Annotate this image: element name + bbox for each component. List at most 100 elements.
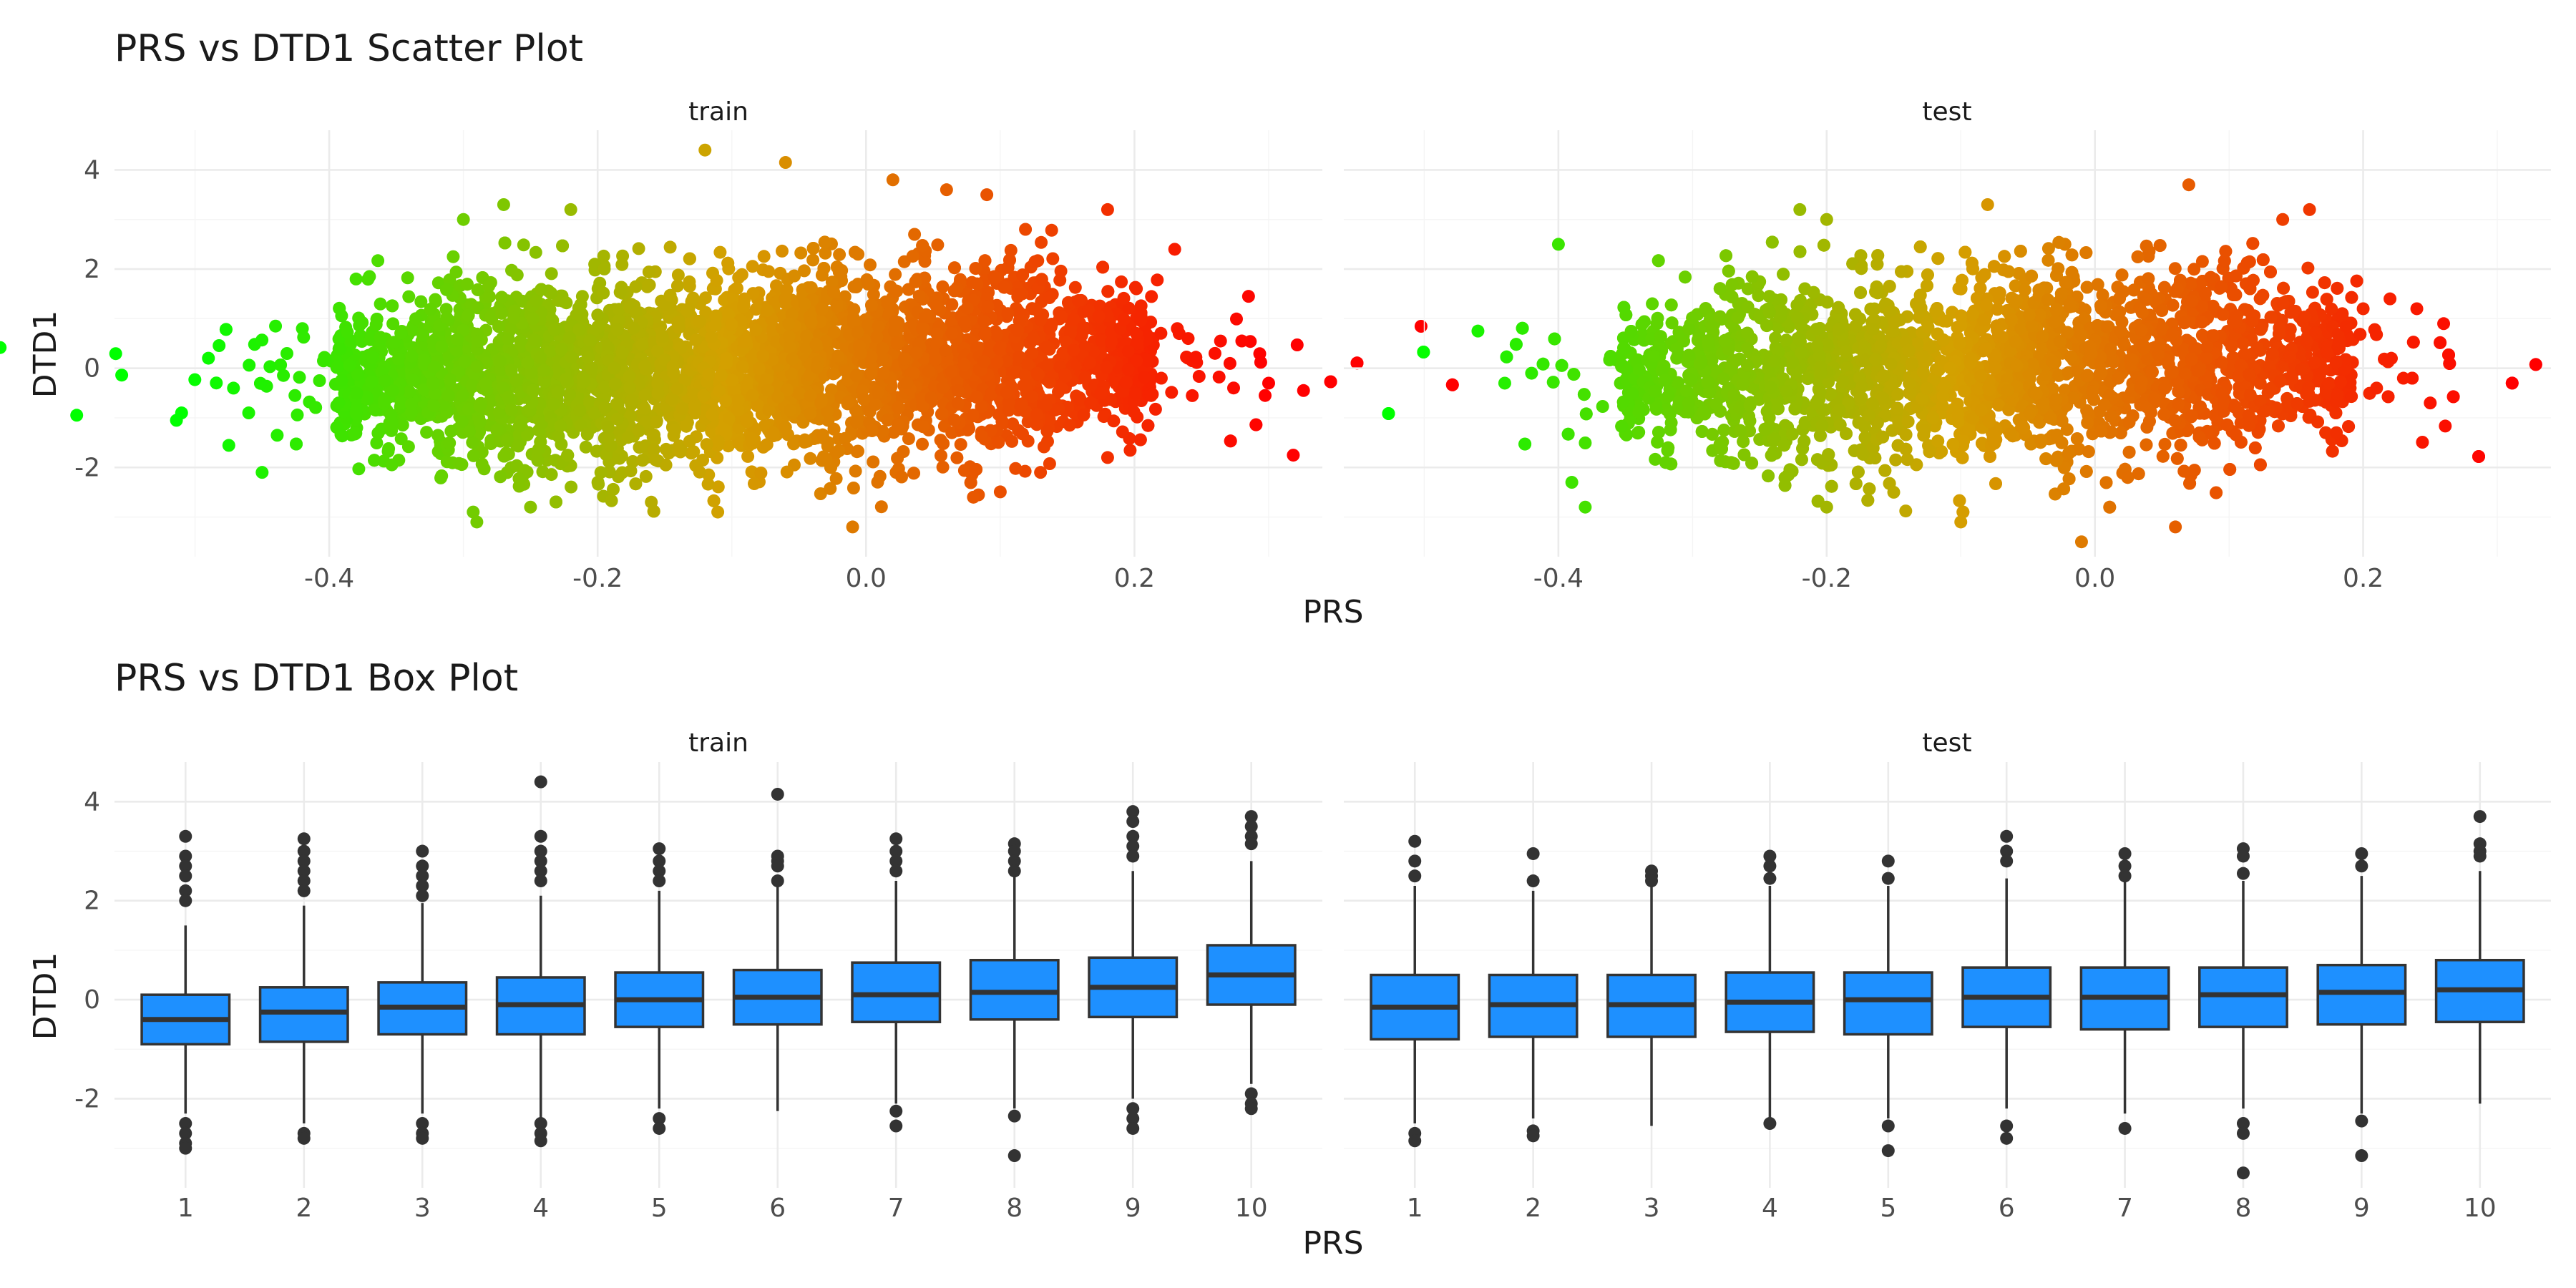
scatter-point xyxy=(528,333,542,347)
scatter-point xyxy=(213,339,226,352)
scatter-point xyxy=(824,482,837,495)
scatter-point xyxy=(594,466,608,479)
scatter-point xyxy=(572,301,585,315)
scatter-point xyxy=(730,281,743,295)
scatter-point xyxy=(313,374,326,387)
scatter-point xyxy=(613,286,627,299)
scatter-point xyxy=(479,377,492,390)
scatter-point xyxy=(788,269,801,283)
scatter-point xyxy=(502,332,515,346)
scatter-point xyxy=(992,342,1006,356)
scatter-point xyxy=(967,490,980,504)
scatter-point xyxy=(749,323,763,337)
scatter-point xyxy=(562,331,576,345)
scatter-point xyxy=(386,299,399,313)
scatter-point xyxy=(918,311,932,325)
scatter-point xyxy=(509,374,523,388)
scatter-point xyxy=(418,353,431,366)
scatter-point xyxy=(881,296,894,310)
scatter-point xyxy=(912,289,926,303)
scatter-point xyxy=(817,262,831,275)
scatter-point xyxy=(736,360,749,374)
scatter-point xyxy=(1165,386,1179,399)
scatter-point xyxy=(950,451,964,464)
scatter-point xyxy=(736,301,750,313)
scatter-point xyxy=(440,283,454,296)
scatter-point xyxy=(1029,303,1043,316)
scatter-point xyxy=(348,427,361,441)
scatter-point xyxy=(352,462,366,476)
scatter-point xyxy=(826,367,840,381)
scatter-point xyxy=(701,477,715,491)
scatter-point xyxy=(363,270,376,283)
scatter-point xyxy=(1144,389,1158,402)
scatter-point xyxy=(473,415,487,429)
scatter-point xyxy=(374,297,387,311)
scatter-point xyxy=(592,477,605,491)
scatter-point xyxy=(597,286,610,300)
scatter-point xyxy=(406,373,419,386)
scatter-point xyxy=(635,338,649,351)
scatter-point xyxy=(1001,307,1015,321)
scatter-point xyxy=(274,358,288,371)
scatter-point xyxy=(1168,243,1181,256)
scatter-point xyxy=(317,354,330,368)
scatter-point xyxy=(394,326,408,340)
scatter-point xyxy=(585,361,598,375)
scatter-point xyxy=(997,280,1011,294)
scatter-point xyxy=(897,445,910,459)
scatter-point xyxy=(1414,320,1428,333)
scatter-point xyxy=(948,261,961,275)
scatter-point xyxy=(462,402,475,416)
scatter-point xyxy=(970,277,984,291)
scatter-point xyxy=(368,454,381,467)
scatter-point xyxy=(847,482,860,494)
scatter-point xyxy=(498,236,512,250)
scatter-point xyxy=(444,424,458,438)
scatter-point xyxy=(624,464,638,478)
scatter-point xyxy=(864,258,877,272)
scatter-point xyxy=(1075,328,1088,342)
scatter-point xyxy=(591,308,605,322)
scatter-point xyxy=(874,500,888,514)
scatter-point xyxy=(947,414,961,427)
scatter-point xyxy=(890,284,904,298)
scatter-point xyxy=(798,264,811,278)
scatter-point xyxy=(1120,376,1133,389)
scatter-point xyxy=(761,303,774,317)
scatter-point xyxy=(504,403,518,416)
scatter-point xyxy=(242,406,255,420)
scatter-point xyxy=(495,306,508,320)
scatter-point xyxy=(849,369,863,383)
scatter-point xyxy=(1100,361,1113,374)
scatter-point xyxy=(531,454,545,467)
scatter-point xyxy=(1324,375,1337,389)
scatter-point xyxy=(779,421,792,434)
scatter-point xyxy=(638,359,652,373)
scatter-point xyxy=(420,426,434,439)
scatter-point xyxy=(615,258,629,271)
scatter-point xyxy=(870,330,884,343)
scatter-point xyxy=(564,203,577,216)
scatter-point xyxy=(831,350,845,363)
scatter-point xyxy=(1141,419,1155,432)
scatter-point xyxy=(937,436,950,450)
scatter-point xyxy=(175,406,188,420)
scatter-point xyxy=(426,377,440,391)
scatter-point xyxy=(482,279,495,293)
scatter-point xyxy=(280,347,293,360)
scatter-point xyxy=(897,352,911,366)
scatter-point xyxy=(632,242,645,255)
scatter-point xyxy=(1025,346,1039,360)
scatter-point xyxy=(1154,371,1168,385)
scatter-point xyxy=(827,422,841,436)
scatter-point xyxy=(1214,334,1227,348)
scatter-point xyxy=(693,465,706,479)
scatter-strip-train: train xyxy=(688,97,748,127)
scatter-point xyxy=(435,340,449,353)
scatter-point xyxy=(995,414,1009,428)
scatter-point xyxy=(650,415,663,429)
scatter-point xyxy=(930,327,944,341)
scatter-point xyxy=(671,268,685,282)
scatter-point xyxy=(1040,399,1053,412)
